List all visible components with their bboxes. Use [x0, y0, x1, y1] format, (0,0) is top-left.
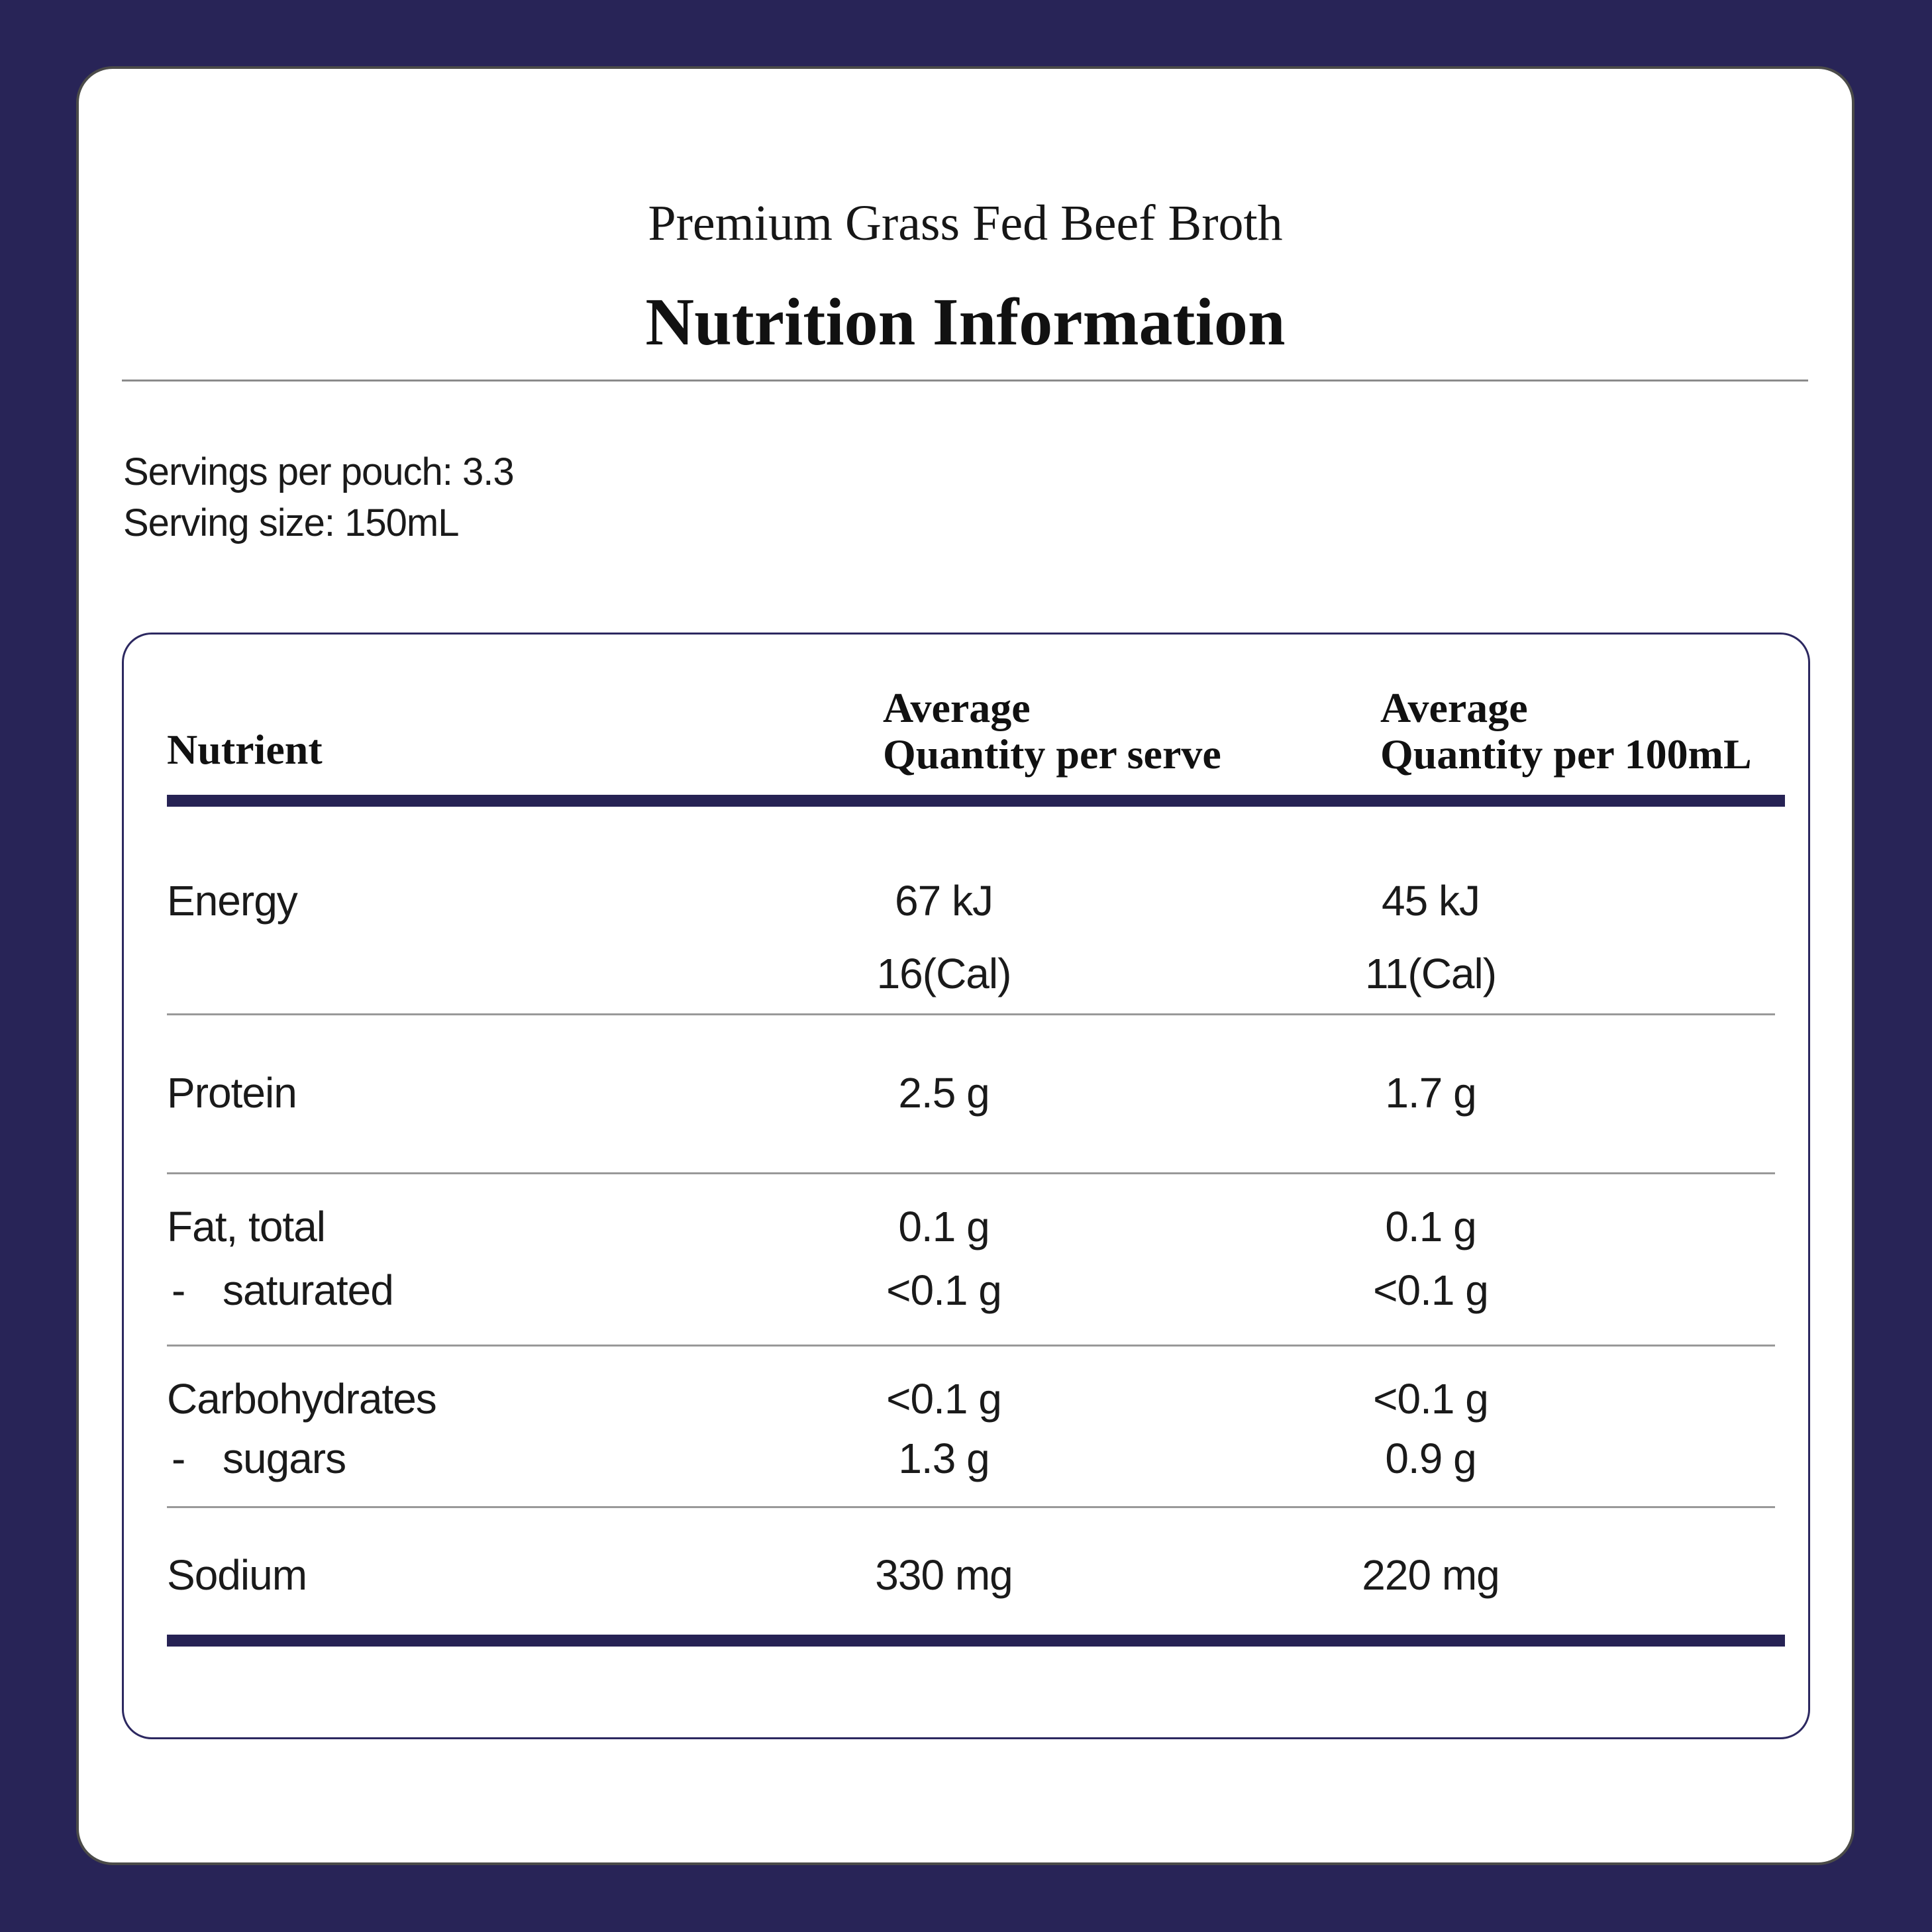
saturated-label: saturated — [223, 1266, 394, 1314]
sugars-per-serve: 1.3 g — [898, 1435, 990, 1482]
table-row-carbohydrates: Carbohydrates <0.1 g <0.1 g — [167, 1372, 1563, 1425]
nutrient-label: Protein — [167, 1069, 297, 1117]
fat-per-serve: 0.1 g — [898, 1203, 990, 1250]
table-row-fat-saturated: - saturated <0.1 g <0.1 g — [167, 1264, 1563, 1317]
table-row-energy-cal: 16(Cal) 11(Cal) — [167, 947, 1563, 1000]
nutrient-label: Energy — [167, 877, 298, 925]
nutrient-sublabel: - saturated — [167, 1266, 811, 1315]
sub-item-dash: - — [172, 1266, 185, 1314]
servings-per-pouch: Servings per pouch: 3.3 — [123, 450, 515, 493]
table-row-fat-total: Fat, total 0.1 g 0.1 g — [167, 1200, 1563, 1253]
carbohydrates-per-serve: <0.1 g — [886, 1375, 1002, 1423]
table-row-protein: Protein 2.5 g 1.7 g — [167, 1066, 1563, 1119]
carbohydrates-per-100ml: <0.1 g — [1373, 1375, 1489, 1423]
nutrient-label: Carbohydrates — [167, 1375, 437, 1423]
serving-info: Servings per pouch: 3.3 Serving size: 15… — [123, 446, 515, 548]
table-row-sodium: Sodium 330 mg 220 mg — [167, 1549, 1563, 1602]
saturated-per-100ml: <0.1 g — [1373, 1266, 1489, 1314]
column-header-nutrient: Nutrient — [167, 726, 323, 773]
title-divider — [122, 380, 1808, 381]
row-divider — [167, 1172, 1775, 1174]
table-bottom-rule — [167, 1635, 1785, 1647]
column-header-per-100ml-line1: Average — [1380, 684, 1528, 731]
protein-per-serve: 2.5 g — [898, 1069, 990, 1117]
row-divider — [167, 1506, 1775, 1508]
column-header-per-100ml: Average Quantity per 100mL — [1380, 685, 1752, 778]
energy-per-100ml-kj: 45 kJ — [1382, 877, 1480, 925]
sodium-per-100ml: 220 mg — [1362, 1551, 1500, 1599]
fat-per-100ml: 0.1 g — [1385, 1203, 1476, 1250]
column-header-per-serve-line1: Average — [883, 684, 1031, 731]
nutrient-label: Sodium — [167, 1551, 307, 1599]
sub-item-dash: - — [172, 1435, 185, 1482]
row-divider — [167, 1013, 1775, 1015]
table-row-energy: Energy 67 kJ 45 kJ — [167, 874, 1563, 927]
nutrition-label-card: Premium Grass Fed Beef Broth Nutrition I… — [76, 66, 1855, 1865]
sugars-label: sugars — [223, 1435, 346, 1482]
nutrient-label: Fat, total — [167, 1203, 326, 1250]
serving-size: Serving size: 150mL — [123, 501, 459, 544]
page-title: Nutrition Information — [645, 285, 1286, 360]
protein-per-100ml: 1.7 g — [1385, 1069, 1476, 1117]
sugars-per-100ml: 0.9 g — [1385, 1435, 1476, 1482]
header-rule — [167, 795, 1785, 807]
energy-per-100ml-cal: 11(Cal) — [1364, 950, 1497, 997]
column-header-per-serve-line2: Quantity per serve — [883, 731, 1221, 778]
energy-per-serve-cal: 16(Cal) — [876, 950, 1012, 997]
nutrition-table: Nutrient Average Quantity per serve Aver… — [122, 633, 1810, 1739]
column-header-per-serve: Average Quantity per serve — [883, 685, 1221, 778]
row-divider — [167, 1345, 1775, 1347]
table-row-sugars: - sugars 1.3 g 0.9 g — [167, 1432, 1563, 1485]
energy-per-serve-kj: 67 kJ — [895, 877, 993, 925]
saturated-per-serve: <0.1 g — [886, 1266, 1002, 1314]
product-name: Premium Grass Fed Beef Broth — [648, 195, 1283, 251]
column-header-per-100ml-line2: Quantity per 100mL — [1380, 731, 1752, 778]
nutrient-sublabel: - sugars — [167, 1434, 811, 1483]
sodium-per-serve: 330 mg — [875, 1551, 1013, 1599]
